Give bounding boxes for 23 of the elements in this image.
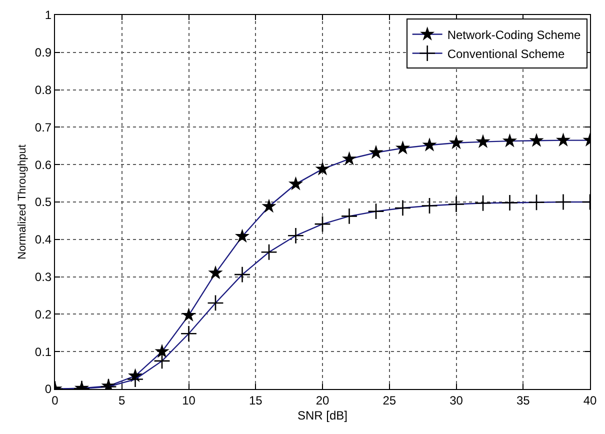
y-tick-label: 1 — [44, 8, 52, 22]
y-tick-label: 0.9 — [34, 46, 52, 60]
y-tick-label: 0.8 — [34, 83, 52, 97]
x-tick-label: 35 — [516, 393, 530, 408]
y-axis-title: Normalized Throughput — [16, 144, 29, 260]
y-tick-label: 0.7 — [34, 120, 52, 134]
legend-label: Conventional Scheme — [447, 46, 566, 61]
x-tick-label: 15 — [248, 393, 263, 408]
x-tick-label: 10 — [182, 393, 196, 408]
x-tick-label: 25 — [382, 393, 396, 408]
x-tick-label: 30 — [450, 393, 464, 408]
y-tick-label: 0 — [44, 382, 52, 396]
x-tick-label: 20 — [316, 393, 330, 408]
y-tick-label: 0.3 — [34, 270, 52, 284]
legend-label: Network-Coding Scheme — [447, 28, 582, 42]
y-tick-label: 0.4 — [34, 232, 52, 247]
x-tick-label: 5 — [118, 393, 126, 408]
y-tick-label: 0.2 — [34, 307, 52, 322]
y-tick-label: 0.5 — [34, 195, 52, 210]
x-tick-label: 40 — [583, 393, 597, 408]
y-tick-label: 0.6 — [34, 158, 52, 172]
x-axis-title: SNR [dB] — [297, 408, 348, 422]
y-tick-label: 0.1 — [34, 344, 52, 359]
